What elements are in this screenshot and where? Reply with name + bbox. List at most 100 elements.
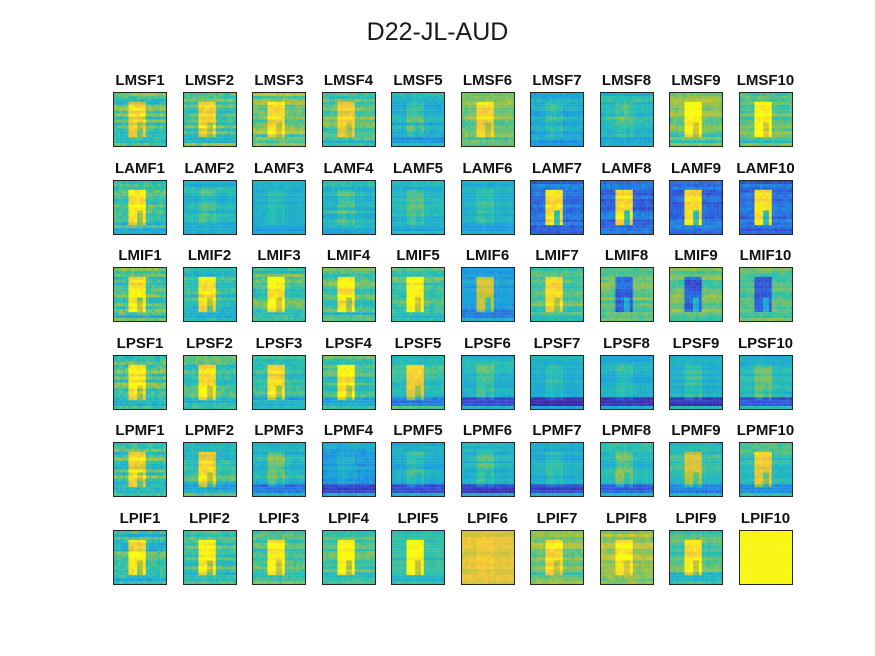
heatmap-cell xyxy=(612,134,616,138)
heatmap-cell xyxy=(203,192,207,196)
heatmap-cell xyxy=(226,119,230,123)
heatmap-cell xyxy=(116,101,120,105)
heatmap-cell xyxy=(325,201,329,205)
heatmap-cell xyxy=(261,209,265,214)
heatmap-cell xyxy=(267,230,271,234)
heatmap-cell xyxy=(226,207,230,211)
heatmap-cell xyxy=(392,201,396,205)
heatmap-cell xyxy=(215,119,219,123)
heatmap-cell xyxy=(649,104,653,108)
heatmap-cell xyxy=(273,221,277,225)
heatmap-cell xyxy=(580,95,583,100)
heatmap-cell xyxy=(643,143,647,146)
heatmap-cell xyxy=(261,215,265,219)
heatmap-cell xyxy=(678,137,682,141)
heatmap-cell xyxy=(768,110,772,114)
heatmap-cell xyxy=(484,128,488,132)
heatmap-cell xyxy=(267,122,271,126)
heatmap-cell xyxy=(221,122,225,126)
heatmap-cell xyxy=(264,140,268,144)
heatmap-cell xyxy=(429,110,433,114)
heatmap-cell xyxy=(360,122,364,126)
heatmap-cell xyxy=(226,113,230,117)
heatmap-cell xyxy=(218,186,222,190)
heatmap-cell xyxy=(751,119,755,123)
heatmap-cell xyxy=(623,104,627,108)
heatmap-cell xyxy=(360,140,364,144)
heatmap-cell xyxy=(226,186,230,190)
heatmap-cell xyxy=(284,137,288,141)
heatmap-cell xyxy=(186,230,190,234)
heatmap-cell xyxy=(762,101,766,105)
heatmap-cell xyxy=(777,137,781,141)
heatmap-cell xyxy=(197,186,201,190)
heatmap-cell xyxy=(131,125,135,129)
heatmap-cell xyxy=(548,93,552,97)
heatmap-cell xyxy=(154,224,158,228)
heatmap-cell xyxy=(487,113,491,117)
heatmap-cell xyxy=(114,204,118,208)
heatmap-cell xyxy=(232,125,236,129)
heatmap-cell xyxy=(756,95,760,100)
heatmap-cell xyxy=(354,104,358,108)
heatmap-cell xyxy=(710,128,714,132)
heatmap-cell xyxy=(701,119,705,123)
heatmap-cell xyxy=(635,143,639,146)
heatmap-cell xyxy=(215,218,219,222)
heatmap-cell xyxy=(418,215,422,219)
heatmap-cell xyxy=(531,107,535,111)
heatmap-cell xyxy=(632,140,636,144)
heatmap-cell xyxy=(336,134,340,138)
heatmap-cell xyxy=(571,101,575,105)
heatmap-cell xyxy=(470,101,474,105)
heatmap-cell xyxy=(678,98,682,102)
heatmap-cell xyxy=(116,143,120,146)
heatmap-cell xyxy=(160,215,164,219)
heatmap-cell xyxy=(206,209,210,214)
heatmap-cell xyxy=(580,140,583,144)
heatmap-cell xyxy=(409,195,413,199)
heatmap-cell xyxy=(426,119,430,123)
heatmap-cell xyxy=(183,140,187,144)
heatmap-cell xyxy=(612,143,616,146)
heatmap-cell xyxy=(293,98,297,102)
heatmap-cell xyxy=(281,195,285,199)
heatmap-cell xyxy=(273,212,277,216)
heatmap-cell xyxy=(426,189,430,193)
heatmap-cell xyxy=(264,119,268,123)
heatmap-cell xyxy=(195,122,199,126)
heatmap-cell xyxy=(646,95,650,100)
heatmap-cell xyxy=(371,215,375,219)
heatmap-cell xyxy=(487,131,491,135)
heatmap-cell xyxy=(693,116,697,120)
heatmap-cell xyxy=(420,186,424,190)
heatmap-cell xyxy=(510,107,514,111)
heatmap-cell xyxy=(302,125,305,129)
heatmap-cell xyxy=(296,116,300,120)
heatmap-cell xyxy=(351,207,355,211)
heatmap-cell xyxy=(600,104,604,108)
heatmap-cell xyxy=(574,131,578,135)
heatmap-cell xyxy=(412,198,416,202)
heatmap-cell xyxy=(302,101,305,105)
heatmap-cell xyxy=(354,207,358,211)
heatmap-cell xyxy=(368,122,372,126)
heatmap-cell xyxy=(200,195,204,199)
heatmap-cell xyxy=(501,128,505,132)
heatmap-cell xyxy=(557,116,561,120)
heatmap-cell xyxy=(125,119,129,123)
heatmap-cell xyxy=(412,207,416,211)
heatmap-cell xyxy=(331,110,335,114)
heatmap-cell xyxy=(206,93,210,97)
heatmap-cell xyxy=(412,230,416,234)
heatmap-cell xyxy=(261,201,265,205)
heatmap-cell xyxy=(412,221,416,225)
heatmap-cell xyxy=(131,128,135,132)
heatmap-cell xyxy=(704,134,708,138)
heatmap-cell xyxy=(362,198,366,202)
heatmap-cell xyxy=(151,183,155,187)
heatmap-cell xyxy=(357,180,361,184)
heatmap-cell xyxy=(719,143,722,146)
heatmap-cell xyxy=(357,143,361,146)
heatmap-cell xyxy=(218,143,222,146)
